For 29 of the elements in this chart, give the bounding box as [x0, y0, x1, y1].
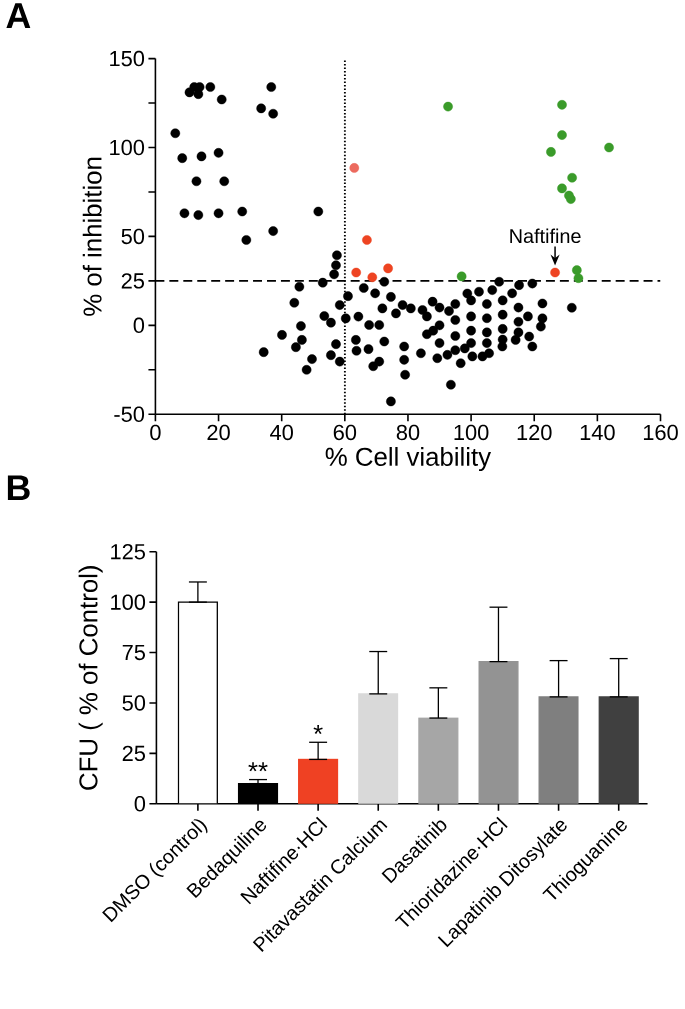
- y-tick-label: 25: [122, 745, 145, 762]
- y-tick-label: 50: [122, 695, 145, 711]
- x-tick-label: 80: [396, 424, 420, 441]
- y-tick-label: 125: [110, 543, 145, 560]
- x-tick-label: 100: [454, 424, 489, 441]
- x-axis-title: % Cell viability: [325, 447, 491, 472]
- y-tick-label: 0: [133, 317, 144, 334]
- y-tick-label: 0: [134, 796, 145, 812]
- y-tick-label: 100: [109, 139, 144, 156]
- x-tick-label: 40: [269, 424, 293, 441]
- y-axis-title: CFU ( % of Control): [78, 566, 103, 790]
- y-tick-label: 75: [122, 644, 145, 661]
- y-tick-label: 100: [110, 594, 145, 610]
- x-tick-label: 20: [207, 424, 230, 441]
- annotation: Naftifine: [510, 228, 581, 244]
- x-tick-label: 160: [643, 424, 678, 441]
- chart-title: A: [6, 3, 31, 28]
- y-tick-label: 25: [121, 273, 144, 289]
- y-axis-title: % of inhibition: [82, 157, 102, 316]
- x-tick-label: 120: [517, 424, 552, 441]
- y-tick-label: 50: [121, 228, 144, 245]
- x-tick-label: 0: [149, 424, 161, 441]
- x-tick-label: 60: [333, 424, 356, 441]
- chart-title: B: [7, 475, 30, 501]
- y-tick-label: 150: [109, 50, 144, 67]
- annotation: *: [313, 725, 323, 735]
- annotation: **: [248, 762, 268, 772]
- y-tick-label: -50: [114, 406, 144, 422]
- x-tick-label: 140: [580, 424, 615, 441]
